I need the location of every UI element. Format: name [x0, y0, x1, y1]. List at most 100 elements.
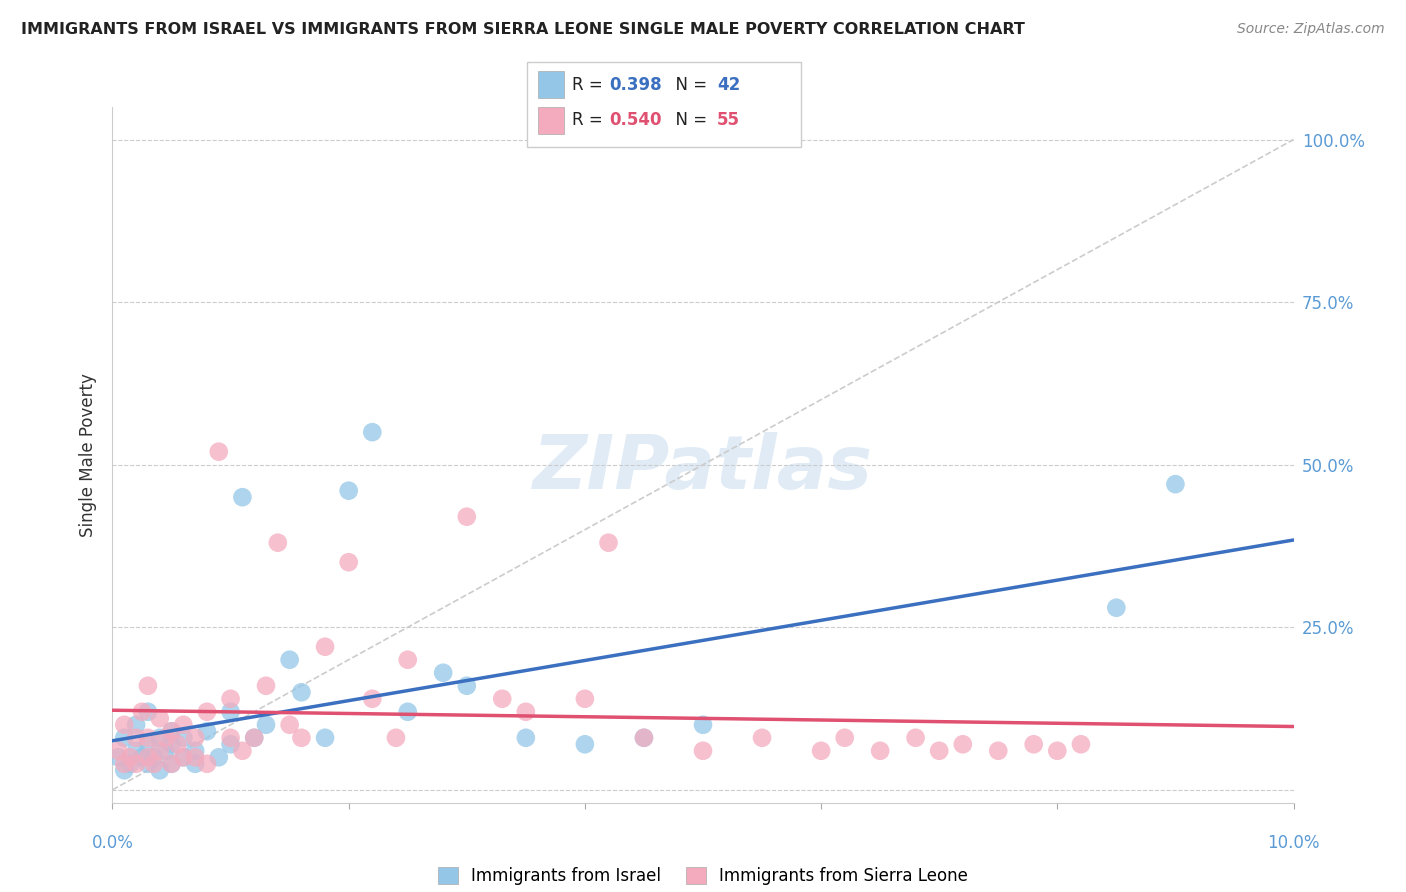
Point: [692, 718, 714, 732]
Text: 0.540: 0.540: [609, 112, 661, 129]
Point: [112, 764, 135, 778]
Point: [219, 705, 242, 719]
Point: [987, 744, 1010, 758]
Point: [107, 750, 129, 764]
Point: [195, 756, 218, 771]
Point: [155, 744, 177, 758]
Point: [633, 731, 655, 745]
Point: [160, 756, 183, 771]
Point: [195, 724, 218, 739]
Point: [1164, 477, 1187, 491]
Text: IMMIGRANTS FROM ISRAEL VS IMMIGRANTS FROM SIERRA LEONE SINGLE MALE POVERTY CORRE: IMMIGRANTS FROM ISRAEL VS IMMIGRANTS FRO…: [21, 22, 1025, 37]
Point: [515, 705, 537, 719]
Point: [254, 718, 277, 732]
Point: [633, 731, 655, 745]
Point: [125, 718, 148, 732]
Point: [136, 750, 159, 764]
Point: [243, 731, 266, 745]
Point: [904, 731, 927, 745]
Point: [107, 744, 129, 758]
Point: [1046, 744, 1069, 758]
Point: [290, 685, 312, 699]
Point: [149, 764, 172, 778]
Point: [136, 737, 159, 751]
Point: [125, 731, 148, 745]
Point: [290, 731, 312, 745]
Point: [1105, 600, 1128, 615]
Text: R =: R =: [572, 112, 609, 129]
Point: [834, 731, 856, 745]
Point: [184, 731, 207, 745]
Point: [869, 744, 891, 758]
Text: R =: R =: [572, 76, 609, 94]
Point: [172, 731, 194, 745]
Point: [160, 756, 183, 771]
Point: [195, 705, 218, 719]
Text: 10.0%: 10.0%: [1267, 834, 1320, 852]
Point: [136, 705, 159, 719]
Point: [136, 679, 159, 693]
Point: [160, 724, 183, 739]
Point: [337, 555, 360, 569]
Point: [952, 737, 974, 751]
Text: 55: 55: [717, 112, 740, 129]
Point: [172, 750, 194, 764]
Point: [751, 731, 773, 745]
Point: [149, 744, 172, 758]
Point: [243, 731, 266, 745]
Text: ZIPatlas: ZIPatlas: [533, 433, 873, 506]
Point: [456, 679, 478, 693]
Point: [112, 731, 135, 745]
Point: [456, 509, 478, 524]
Point: [172, 750, 194, 764]
Text: Source: ZipAtlas.com: Source: ZipAtlas.com: [1237, 22, 1385, 37]
Point: [396, 653, 419, 667]
Legend: Immigrants from Israel, Immigrants from Sierra Leone: Immigrants from Israel, Immigrants from …: [437, 867, 969, 885]
Point: [172, 718, 194, 732]
Point: [231, 490, 253, 504]
Point: [125, 756, 148, 771]
Point: [314, 640, 336, 654]
Point: [432, 665, 454, 680]
Point: [160, 737, 183, 751]
Point: [361, 425, 384, 439]
Point: [184, 756, 207, 771]
Text: 0.0%: 0.0%: [91, 834, 134, 852]
Point: [166, 737, 188, 751]
Y-axis label: Single Male Poverty: Single Male Poverty: [79, 373, 97, 537]
Point: [184, 750, 207, 764]
Point: [692, 744, 714, 758]
Point: [385, 731, 408, 745]
Point: [254, 679, 277, 693]
Text: N =: N =: [665, 76, 713, 94]
Point: [278, 718, 301, 732]
Point: [810, 744, 832, 758]
Point: [361, 691, 384, 706]
Text: 42: 42: [717, 76, 741, 94]
Point: [155, 731, 177, 745]
Point: [219, 737, 242, 751]
Text: 0.398: 0.398: [609, 76, 661, 94]
Point: [120, 756, 142, 771]
Point: [491, 691, 513, 706]
Point: [149, 711, 172, 725]
Point: [598, 535, 620, 549]
Point: [120, 750, 142, 764]
Point: [136, 731, 159, 745]
Point: [208, 444, 231, 458]
Point: [112, 756, 135, 771]
Point: [515, 731, 537, 745]
Point: [337, 483, 360, 498]
Text: N =: N =: [665, 112, 713, 129]
Point: [149, 731, 172, 745]
Point: [396, 705, 419, 719]
Point: [574, 691, 596, 706]
Point: [219, 731, 242, 745]
Point: [160, 724, 183, 739]
Point: [131, 705, 153, 719]
Point: [208, 750, 231, 764]
Point: [142, 756, 165, 771]
Point: [314, 731, 336, 745]
Point: [136, 756, 159, 771]
Point: [184, 744, 207, 758]
